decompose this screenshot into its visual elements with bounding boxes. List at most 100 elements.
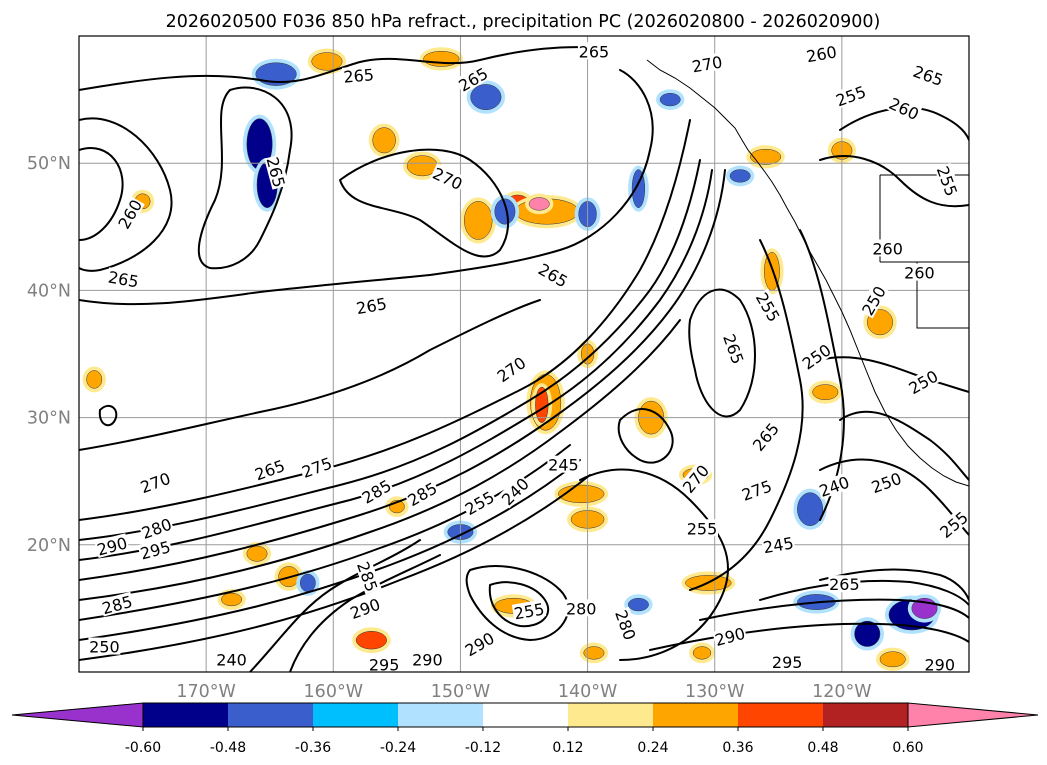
colorbar-tick-label: 0.12 <box>552 740 583 756</box>
contour-line <box>79 159 701 541</box>
colorbar-segment <box>823 703 908 727</box>
contour-label-halo <box>678 460 713 497</box>
map-frame <box>78 35 970 673</box>
contour-label-halo <box>798 339 835 373</box>
precip-patch <box>750 148 782 165</box>
contour-line <box>79 119 691 521</box>
contour-label: 290 <box>924 655 955 674</box>
contour-label-group: 265 <box>354 294 389 318</box>
contour-line <box>79 474 591 661</box>
contour-label-halo <box>454 63 491 95</box>
latitude-tick-label: 30°N <box>27 409 71 429</box>
contour-label-halo <box>354 558 382 595</box>
contour-label-halo <box>738 476 775 504</box>
contour-label-halo <box>106 267 141 290</box>
precip-patch <box>879 651 906 668</box>
contour-label-halo <box>760 533 796 556</box>
contour-line <box>79 459 581 641</box>
contour-label-halo <box>251 455 288 483</box>
contour-label-halo <box>368 655 401 672</box>
precip-patch <box>372 127 396 154</box>
colorbar-tick-label: -0.60 <box>125 740 161 756</box>
precip-patch <box>423 51 460 67</box>
contour-line <box>429 69 654 276</box>
latitude-tick-label: 20°N <box>27 536 71 556</box>
colorbar-segment <box>653 703 738 727</box>
contour-label-halo <box>493 352 529 385</box>
contour-label-halo <box>686 519 718 537</box>
precip-patch <box>628 597 649 612</box>
contour-line <box>79 319 681 601</box>
colorbar-extend-high <box>907 702 1039 728</box>
contour-label-halo <box>137 537 173 562</box>
contour-label: 265 <box>343 65 375 87</box>
contour-label-group: 260 <box>886 93 923 124</box>
contour-label-group: 295 <box>368 655 401 672</box>
contour-label-halo <box>138 514 175 542</box>
longitude-tick-label: 120°W <box>812 682 871 702</box>
contour-label-halo <box>935 507 969 541</box>
contour-label-halo <box>871 239 904 257</box>
contour-label-halo <box>857 282 889 319</box>
colorbar-extend-low <box>11 702 144 728</box>
contour-line <box>759 579 969 606</box>
contour-label-group: 240 <box>215 650 248 669</box>
contour-label-halo <box>934 162 962 199</box>
precip-patch <box>528 197 550 211</box>
contour-label-halo <box>903 263 936 281</box>
contour-label-halo <box>341 65 376 85</box>
contour-label: 250 <box>89 638 120 657</box>
contour-label-group: 295 <box>771 652 804 672</box>
precip-patch <box>659 92 681 107</box>
contour-label-halo <box>137 468 174 496</box>
contour-label-halo <box>358 475 395 507</box>
contour-line <box>689 239 804 591</box>
contour-label-halo <box>712 623 748 649</box>
contour-line <box>488 581 550 628</box>
contour-line <box>289 554 441 672</box>
precip-patch <box>812 384 839 401</box>
contour-label: 265 <box>579 42 610 61</box>
colorbar: -0.60 -0.48 -0.36 -0.24 -0.12 0.12 0.24 0.36 0.4… <box>11 702 1039 756</box>
colorbar-segment <box>568 703 653 727</box>
colorbar-tick-label: -0.12 <box>465 740 501 756</box>
longitude-tick-label: 150°W <box>431 682 490 702</box>
contour-label-halo <box>804 42 839 65</box>
contour-label-group: 265 <box>577 42 610 61</box>
contour-label-halo <box>748 418 782 455</box>
contour-label-halo <box>88 637 121 655</box>
contour-line <box>79 299 541 451</box>
colorbar-tick-label: 0.48 <box>807 740 838 756</box>
contour-line <box>249 539 421 672</box>
contour-label: 260 <box>904 264 935 283</box>
contour-line <box>839 106 969 141</box>
longitude-tick-label: 130°W <box>685 682 744 702</box>
precip-patch <box>797 492 824 526</box>
contour-label-halo <box>753 288 784 325</box>
colorbar-segment <box>738 703 823 727</box>
precip-patch <box>494 198 516 225</box>
contour-line <box>79 274 431 306</box>
contour-label-halo <box>771 652 804 670</box>
contour-label-halo <box>923 655 956 672</box>
contour-label-halo <box>577 42 610 60</box>
contour-label-halo <box>612 606 640 643</box>
contour-line <box>819 568 969 601</box>
contour-line <box>79 169 713 561</box>
contour-line <box>79 147 124 241</box>
contour-label: 260 <box>872 239 903 258</box>
latitude-tick-label: 50°N <box>27 154 71 174</box>
precip-patch <box>86 370 103 389</box>
precip-patch <box>463 201 493 240</box>
contour-label-group: 290 <box>411 650 444 669</box>
precipitation-layer <box>82 47 942 671</box>
precip-patch <box>583 646 605 660</box>
contour-label: 240 <box>216 650 247 669</box>
precip-patch <box>470 84 502 111</box>
precip-patch <box>729 169 751 183</box>
precip-patch <box>246 545 268 562</box>
longitude-tick-label: 160°W <box>304 682 363 702</box>
contour-label-group: 260 <box>903 263 936 283</box>
contour-label-halo <box>264 154 289 190</box>
